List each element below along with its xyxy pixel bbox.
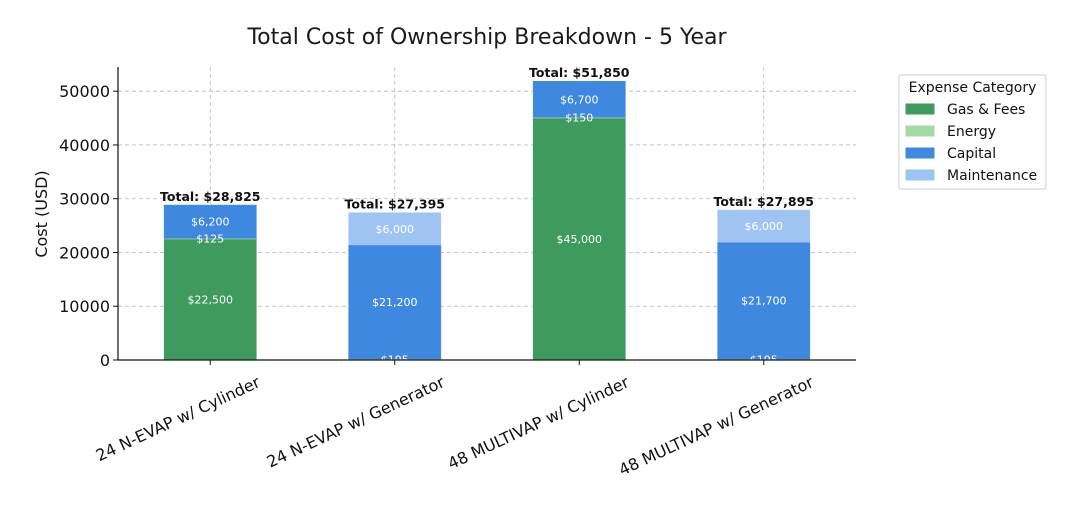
legend-swatch (905, 103, 935, 115)
bar-segment (717, 242, 811, 360)
segment-value-label: $6,000 (745, 220, 784, 233)
segment-value-label: $21,700 (741, 295, 787, 308)
segment-value-label: $6,200 (191, 216, 230, 229)
total-label: Total: $27,895 (714, 194, 814, 209)
legend-entry: Maintenance (947, 168, 1037, 184)
y-tick-label: 10000 (59, 297, 110, 316)
bar-segment (532, 117, 626, 361)
legend-swatch (905, 147, 935, 159)
bar-segment (348, 212, 442, 246)
segment-value-label: $21,200 (372, 296, 418, 309)
x-tick-label: 24 N-EVAP w/ Generator (264, 372, 448, 471)
bar-segment (348, 244, 442, 360)
y-tick-label: 30000 (59, 190, 110, 209)
y-tick-label: 0 (100, 351, 110, 370)
legend-items: Gas & Fees Energy Capital Maintenance (905, 102, 1037, 184)
segment-value-label: $45,000 (557, 233, 603, 246)
segment-value-label: $150 (565, 112, 593, 125)
y-axis-label: Cost (USD) (32, 170, 51, 257)
y-tick-label: 20000 (59, 243, 110, 262)
bar-segment (532, 80, 626, 118)
x-axis-ticks: 24 N-EVAP w/ Cylinder 24 N-EVAP w/ Genera… (93, 360, 817, 479)
total-label: Total: $27,395 (345, 197, 445, 212)
bar-segment (163, 204, 257, 239)
legend-title: Expense Category (909, 80, 1037, 96)
y-tick-label: 40000 (59, 136, 110, 155)
legend-entry: Capital (947, 146, 996, 162)
legend-entry: Energy (947, 124, 996, 140)
y-axis-ticks: 0 10000 20000 30000 40000 50000 (59, 82, 118, 370)
total-label: Total: $28,825 (160, 189, 260, 204)
segment-value-label: $125 (196, 233, 224, 246)
x-tick-label: 24 N-EVAP w/ Cylinder (93, 372, 263, 465)
x-tick-label: 48 MULTIVAP w/ Generator (616, 372, 817, 479)
x-tick-label: 48 MULTIVAP w/ Cylinder (445, 372, 632, 473)
legend-swatch (905, 125, 935, 137)
legend: Expense Category Gas & Fees Energy Capital… (898, 74, 1047, 190)
total-label: Total: $51,850 (529, 65, 630, 80)
segment-value-label: $22,500 (188, 294, 234, 307)
legend-box (898, 74, 1047, 190)
legend-swatch (905, 169, 935, 181)
legend-entry: Gas & Fees (947, 102, 1025, 118)
segment-value-label: $6,000 (376, 223, 415, 236)
chart-title: Total Cost of Ownership Breakdown - 5 Ye… (246, 25, 727, 50)
bar-segment (717, 209, 811, 243)
y-tick-label: 50000 (59, 82, 110, 101)
segment-value-label: $6,700 (560, 93, 599, 106)
bar-segment (163, 238, 257, 361)
bars (163, 80, 811, 361)
